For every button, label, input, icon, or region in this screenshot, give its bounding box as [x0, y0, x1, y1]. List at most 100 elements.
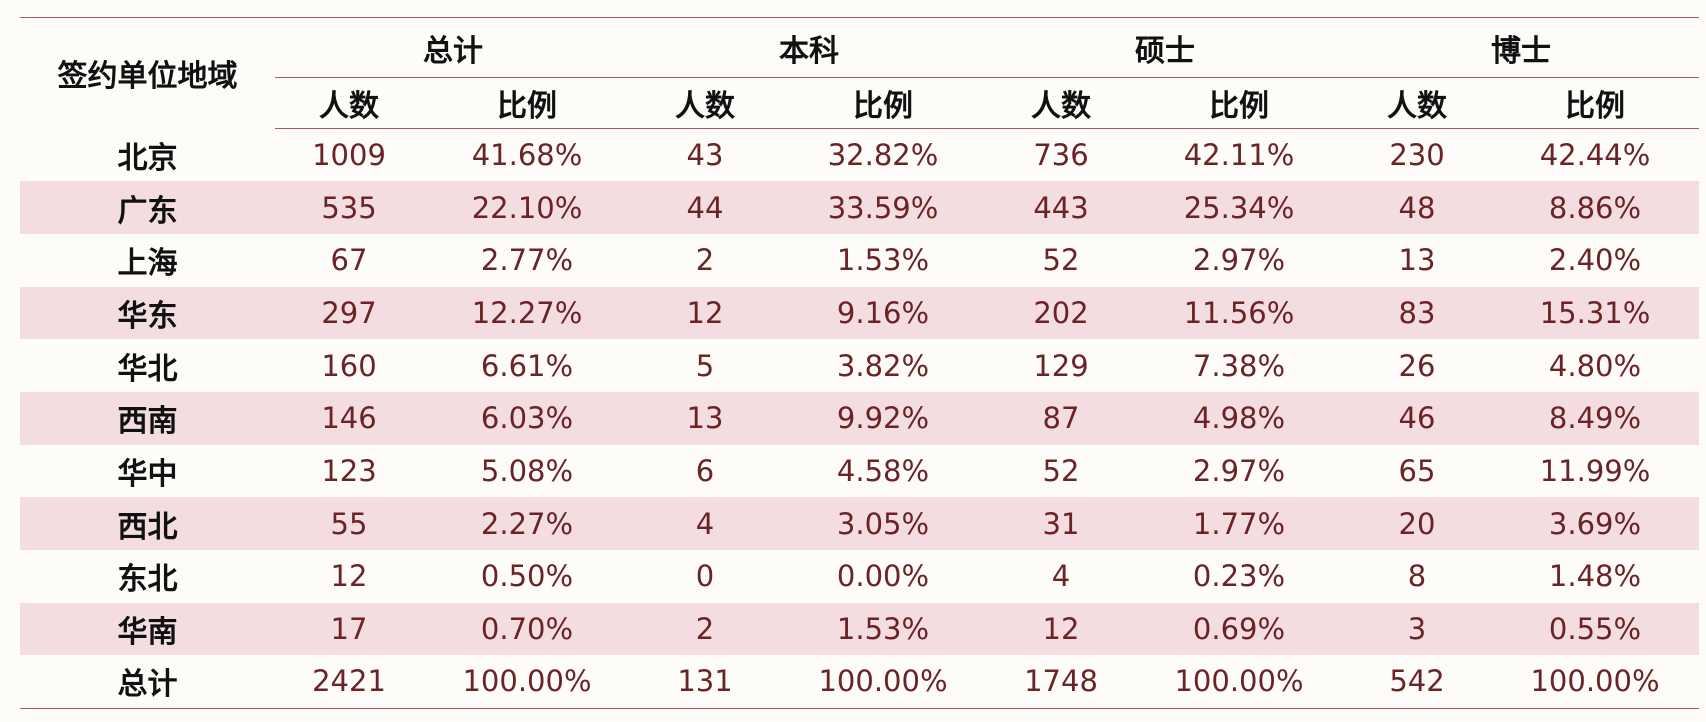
count-cell: 3 — [1343, 602, 1491, 656]
ratio-cell: 4.98% — [1135, 391, 1343, 445]
ratio-cell: 41.68% — [471, 138, 583, 173]
count-cell: 83 — [1343, 286, 1491, 340]
count-cell: 31 — [987, 497, 1135, 550]
region-cell: 华南 — [20, 602, 275, 656]
ratio-cell: 25.34% — [1135, 181, 1343, 234]
sub-header-count: 人数 — [987, 77, 1135, 129]
count-cell: 6 — [695, 453, 715, 488]
ratio-cell: 33.59% — [779, 181, 987, 234]
count-cell: 160 — [321, 348, 377, 383]
ratio-cell: 5.08% — [480, 453, 574, 488]
count-cell: 65 — [1398, 453, 1436, 488]
table-row: 华南 17 0.70% 2 1.53% 12 0.69% 3 0.55% — [20, 602, 1699, 656]
count-cell: 0 — [695, 559, 715, 594]
ratio-cell: 3.82% — [836, 348, 930, 383]
count-cell: 297 — [275, 286, 423, 340]
ratio-cell: 15.31% — [1491, 286, 1699, 340]
count-cell: 123 — [321, 453, 377, 488]
table-row: 西北 55 2.27% 4 3.05% 31 1.77% 20 3.69% — [20, 497, 1699, 550]
ratio-cell: 22.10% — [423, 181, 631, 234]
sub-header-row: 人数 比例 人数 比例 人数 比例 人数 比例 — [20, 77, 1699, 129]
group-header-master: 硕士 — [987, 17, 1343, 78]
ratio-cell: 1.77% — [1135, 497, 1343, 550]
ratio-cell: 32.82% — [827, 138, 939, 173]
region-cell: 西北 — [20, 497, 275, 550]
sub-header-ratio: 比例 — [779, 77, 987, 129]
sub-header-ratio: 比例 — [1135, 77, 1343, 129]
count-cell: 52 — [1042, 453, 1080, 488]
ratio-cell: 2.77% — [480, 243, 574, 278]
ratio-cell: 1.53% — [836, 243, 930, 278]
count-cell: 146 — [275, 391, 423, 445]
ratio-cell: 0.23% — [1192, 559, 1286, 594]
ratio-cell: 4.58% — [836, 453, 930, 488]
count-cell: 131 — [631, 655, 779, 709]
ratio-cell: 12.27% — [423, 286, 631, 340]
region-cell: 广东 — [20, 181, 275, 234]
count-cell: 46 — [1343, 391, 1491, 445]
count-cell: 67 — [330, 243, 368, 278]
ratio-cell: 3.69% — [1491, 497, 1699, 550]
count-cell: 43 — [686, 138, 724, 173]
count-cell: 1009 — [312, 138, 386, 173]
ratio-cell: 8.49% — [1491, 391, 1699, 445]
ratio-cell: 11.56% — [1135, 286, 1343, 340]
count-cell: 4 — [1051, 559, 1071, 594]
count-cell: 55 — [275, 497, 423, 550]
count-cell: 48 — [1343, 181, 1491, 234]
table-row: 华北 160 6.61% 5 3.82% 129 7.38% 26 4.80% — [20, 339, 1699, 392]
table-row: 北京 1009 41.68% 43 32.82% 736 42.11% 230 42.44% — [20, 129, 1699, 182]
region-cell: 总计 — [20, 655, 275, 709]
count-cell: 2 — [695, 243, 715, 278]
ratio-cell: 2.27% — [423, 497, 631, 550]
group-header-doctor: 博士 — [1343, 17, 1699, 78]
region-column-header: 签约单位地域 — [57, 59, 238, 95]
sub-header-count: 人数 — [1343, 77, 1491, 129]
count-cell: 13 — [1398, 243, 1436, 278]
count-cell: 2 — [631, 602, 779, 656]
table-row: 西南 146 6.03% 13 9.92% 87 4.98% 46 8.49% — [20, 391, 1699, 445]
count-cell: 736 — [1033, 138, 1089, 173]
region-cell: 北京 — [117, 140, 178, 176]
ratio-cell: 0.70% — [423, 602, 631, 656]
count-cell: 4 — [631, 497, 779, 550]
region-cell: 华北 — [117, 351, 178, 387]
group-header-row: 签约单位地域 总计 本科 硕士 博士 — [20, 17, 1699, 94]
ratio-cell: 0.00% — [836, 559, 930, 594]
region-cell: 华东 — [20, 286, 275, 340]
count-cell: 202 — [987, 286, 1135, 340]
count-cell: 26 — [1398, 348, 1436, 383]
region-cell: 上海 — [117, 246, 178, 282]
table-row: 总计 2421 100.00% 131 100.00% 1748 100.00% 542 100… — [20, 655, 1699, 709]
ratio-cell: 100.00% — [779, 655, 987, 709]
table-container: 签约单位地域 总计 本科 硕士 博士 人数 比例 人数 比例 人数 比例 人数 … — [20, 17, 1699, 709]
table-row: 华东 297 12.27% 12 9.16% 202 11.56% 83 15.31% — [20, 286, 1699, 340]
ratio-cell: 0.55% — [1491, 602, 1699, 656]
employment-region-table: 签约单位地域 总计 本科 硕士 博士 人数 比例 人数 比例 人数 比例 人数 … — [20, 17, 1699, 709]
ratio-cell: 3.05% — [779, 497, 987, 550]
count-cell: 44 — [631, 181, 779, 234]
ratio-cell: 6.03% — [423, 391, 631, 445]
ratio-cell: 0.69% — [1135, 602, 1343, 656]
table-row: 上海 67 2.77% 2 1.53% 52 2.97% 13 2.40% — [20, 234, 1699, 287]
ratio-cell: 2.97% — [1192, 243, 1286, 278]
ratio-cell: 8.86% — [1491, 181, 1699, 234]
count-cell: 13 — [631, 391, 779, 445]
count-cell: 20 — [1343, 497, 1491, 550]
count-cell: 17 — [275, 602, 423, 656]
count-cell: 230 — [1389, 138, 1445, 173]
ratio-cell: 2.97% — [1192, 453, 1286, 488]
count-cell: 443 — [987, 181, 1135, 234]
count-cell: 12 — [330, 559, 368, 594]
count-cell: 5 — [695, 348, 715, 383]
region-cell: 西南 — [20, 391, 275, 445]
region-cell: 华中 — [117, 456, 178, 492]
table-row: 东北 12 0.50% 0 0.00% 4 0.23% 8 1.48% — [20, 550, 1699, 603]
ratio-cell: 100.00% — [1491, 655, 1699, 709]
table-row: 广东 535 22.10% 44 33.59% 443 25.34% 48 8.86% — [20, 181, 1699, 234]
ratio-cell: 1.48% — [1548, 559, 1642, 594]
ratio-cell: 4.80% — [1548, 348, 1642, 383]
count-cell: 87 — [987, 391, 1135, 445]
ratio-cell: 0.50% — [480, 559, 574, 594]
table-row: 华中 123 5.08% 6 4.58% 52 2.97% 65 11.99% — [20, 445, 1699, 498]
